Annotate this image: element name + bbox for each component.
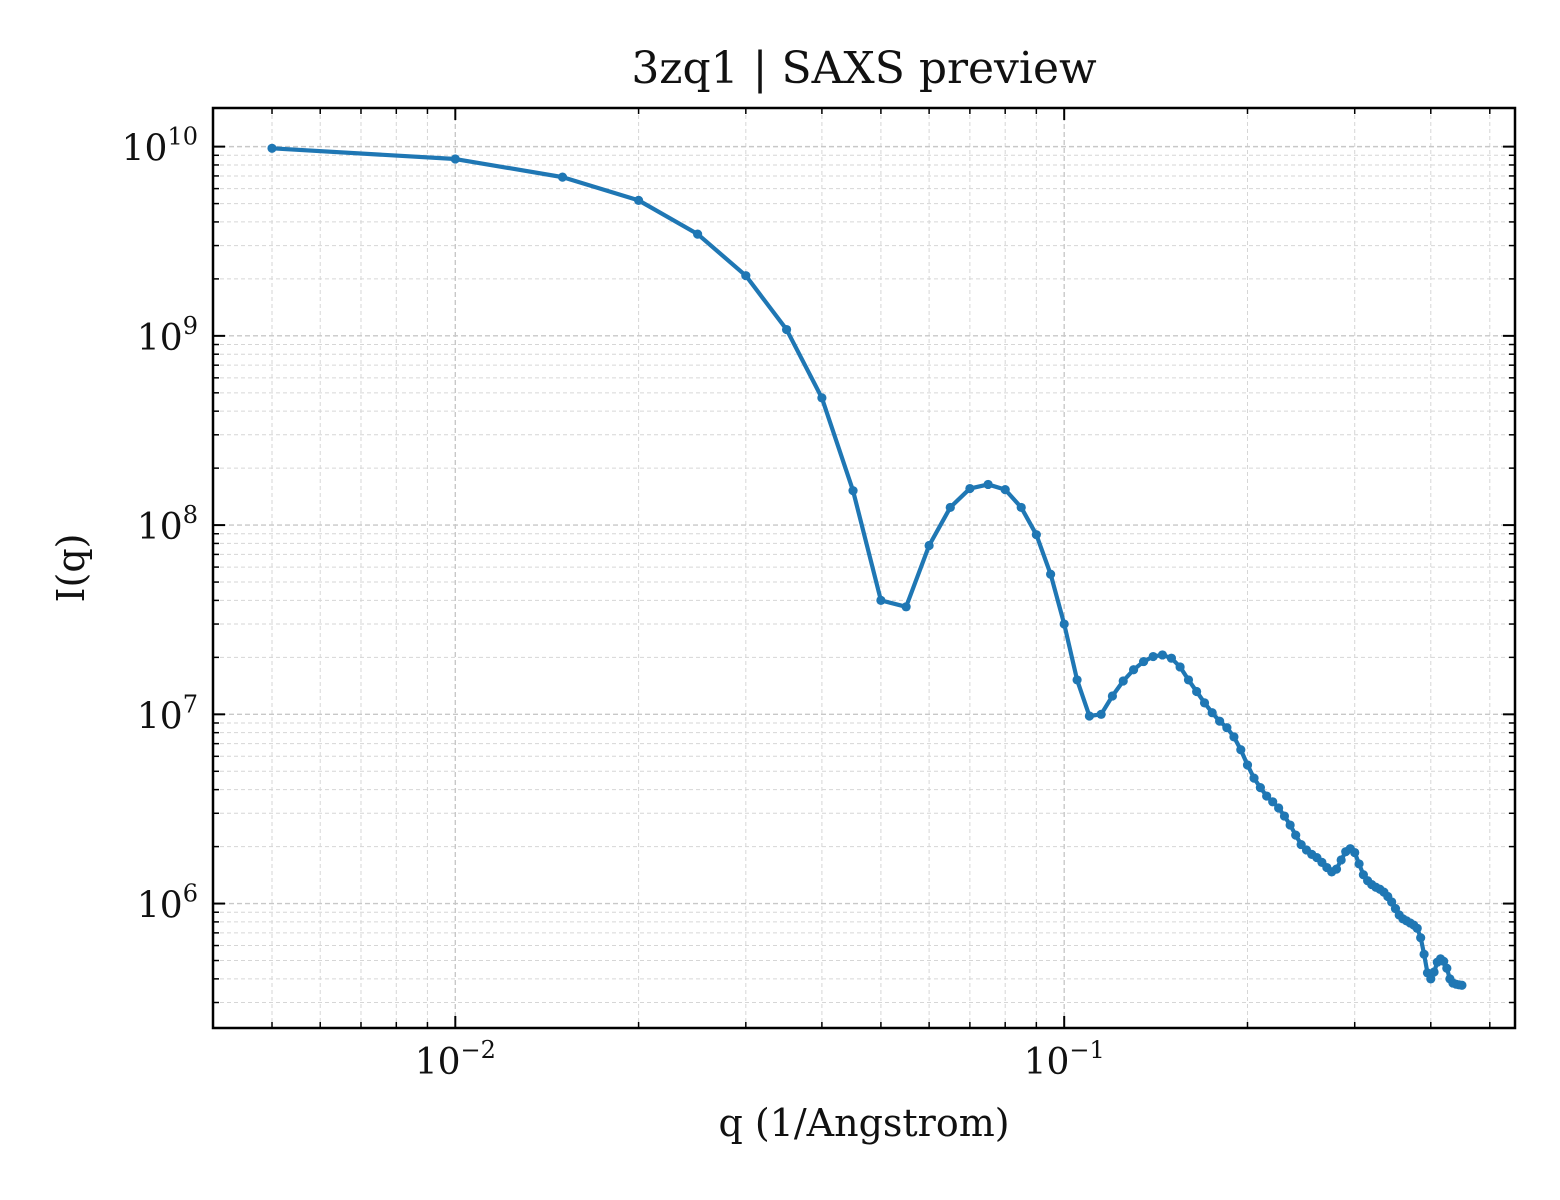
data-point	[557, 172, 568, 182]
data-point	[634, 195, 644, 205]
data-point	[267, 143, 277, 153]
data-point	[1331, 864, 1342, 874]
data-point	[1175, 662, 1185, 672]
data-point	[1336, 855, 1346, 865]
data-point	[1183, 675, 1194, 685]
data-point	[901, 602, 911, 612]
data-point	[1274, 803, 1284, 813]
data-point	[1031, 530, 1041, 540]
x-tick-label: 10−1	[1024, 1036, 1105, 1083]
data-point	[848, 486, 858, 496]
data-point	[983, 479, 993, 490]
data-point	[741, 271, 751, 281]
data-point	[450, 154, 460, 164]
y-axis-label: I(q)	[49, 534, 93, 603]
data-point	[1255, 783, 1265, 793]
data-point	[1107, 691, 1118, 701]
data-point	[693, 229, 703, 239]
grid-lines	[212, 108, 1515, 1028]
data-point	[1236, 745, 1246, 755]
data-point	[945, 502, 955, 513]
data-point	[1419, 949, 1429, 959]
data-point	[1199, 698, 1210, 708]
tick-labels: 10−2 10−1 106 107 108 109 1010	[122, 123, 1105, 1083]
data-point	[781, 324, 792, 335]
data-point	[1387, 897, 1397, 907]
data-point	[1442, 963, 1452, 973]
data-point	[1229, 732, 1239, 742]
y-tick-label: 106	[137, 880, 198, 927]
y-tick-label: 109	[137, 312, 198, 359]
plot-frame	[211, 106, 1517, 1030]
data-point	[1046, 569, 1056, 579]
x-tick-label: 10−2	[415, 1036, 496, 1083]
y-tick-label: 107	[137, 690, 198, 737]
data-point	[1148, 651, 1158, 662]
data-point	[1457, 980, 1467, 990]
data-point	[1429, 967, 1439, 977]
data-point	[1426, 974, 1436, 984]
data-point	[1128, 665, 1139, 675]
data-point	[1157, 650, 1168, 660]
data-point	[1279, 811, 1290, 821]
data-point	[817, 393, 827, 403]
data-point	[1072, 675, 1082, 685]
data-point	[1059, 619, 1069, 629]
x-axis-label: q (1/Angstrom)	[718, 1101, 1009, 1145]
data-point	[1416, 933, 1426, 943]
data-point	[965, 483, 975, 494]
data-point	[1000, 485, 1010, 495]
data-point	[1268, 797, 1278, 807]
data-series	[267, 143, 1467, 990]
data-point	[1242, 760, 1253, 770]
data-point	[1350, 847, 1360, 858]
data-point	[1249, 773, 1259, 783]
data-point	[1215, 716, 1225, 726]
data-point	[1118, 676, 1128, 686]
data-point	[1207, 708, 1217, 718]
axis-ticks	[212, 108, 1515, 1028]
data-point	[1354, 859, 1364, 869]
data-point	[1291, 830, 1301, 840]
data-point	[1412, 923, 1422, 933]
data-point	[1138, 656, 1149, 667]
data-point	[1084, 711, 1094, 721]
data-point	[1192, 686, 1202, 697]
data-point	[1439, 956, 1449, 966]
data-point	[1096, 709, 1106, 719]
data-point	[1222, 723, 1232, 733]
data-point	[1262, 791, 1272, 801]
data-point	[1016, 502, 1026, 513]
data-point	[924, 540, 934, 551]
data-point	[1285, 820, 1295, 830]
chart-title: 3zq1 | SAXS preview	[631, 43, 1097, 94]
data-point	[876, 595, 886, 606]
y-tick-label: 1010	[122, 123, 198, 170]
data-point	[1166, 653, 1177, 663]
y-tick-label: 108	[137, 501, 198, 548]
